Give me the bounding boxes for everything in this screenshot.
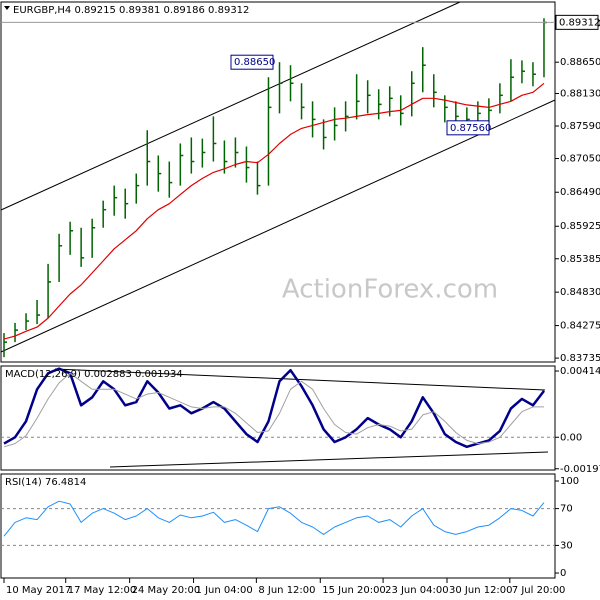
y-tick-label: 70 xyxy=(560,504,573,515)
x-tick-label: 1 Jun 04:00 xyxy=(196,585,253,596)
y-tick-label: 0.87050 xyxy=(560,154,600,165)
series-line xyxy=(3,367,545,449)
annotation-label: 0.87560 xyxy=(450,123,491,134)
x-tick-label: 17 May 12:00 xyxy=(68,585,137,596)
y-tick-label: 0.84275 xyxy=(560,321,600,332)
panel-title: RSI(14) 76.4814 xyxy=(5,477,86,488)
x-tick-label: 15 Jun 20:00 xyxy=(322,585,386,596)
x-tick-label: 30 Jun 12:00 xyxy=(449,585,513,596)
panel-frame xyxy=(0,1,556,363)
y-tick-label: 0.83735 xyxy=(560,353,600,364)
trend-line xyxy=(54,368,546,391)
trend-line xyxy=(109,451,549,468)
series-line xyxy=(3,372,544,448)
x-tick-label: 10 May 2017 xyxy=(6,585,71,596)
panel-title: MACD(12,26,9) 0.002883 0.001934 xyxy=(5,369,183,380)
y-tick-label: 30 xyxy=(560,540,573,551)
panel-frame xyxy=(0,365,556,471)
x-tick-label: 23 Jun 04:00 xyxy=(385,585,449,596)
x-tick-label: 8 Jun 12:00 xyxy=(258,585,315,596)
y-tick-label: 0.85925 xyxy=(560,221,600,232)
current-price-box xyxy=(555,14,599,30)
y-tick-label: 0.84830 xyxy=(560,287,600,298)
y-tick-label: 0.88130 xyxy=(560,89,600,100)
x-tick-label: 7 Jul 20:00 xyxy=(512,585,566,596)
y-tick-label: 0.87590 xyxy=(560,121,600,132)
y-tick-label: 0.004145 xyxy=(560,366,600,377)
panel-frame xyxy=(0,473,556,579)
annotation-box xyxy=(230,54,274,70)
y-tick-label: 0.85385 xyxy=(560,254,600,265)
y-tick-label: 100 xyxy=(560,476,579,487)
y-tick-label: 0.00 xyxy=(560,432,582,443)
current-price-label: 0.89312 xyxy=(559,17,600,28)
series-line xyxy=(3,82,545,340)
y-tick-label: 0.88650 xyxy=(560,57,600,68)
y-tick-label: -0.001972 xyxy=(560,464,600,475)
x-tick-label: 24 May 20:00 xyxy=(132,585,201,596)
y-tick-label: 0 xyxy=(560,568,566,579)
channel-line xyxy=(0,1,461,211)
channel-line xyxy=(0,99,556,353)
annotation-box xyxy=(446,120,490,136)
y-tick-label: 0.86490 xyxy=(560,187,600,198)
annotation-label: 0.88650 xyxy=(234,57,275,68)
series-line xyxy=(3,500,545,537)
symbol-icon xyxy=(4,6,10,10)
panel-title: EURGBP,H4 0.89215 0.89381 0.89186 0.8931… xyxy=(13,5,249,16)
watermark: ActionForex.com xyxy=(282,275,498,305)
